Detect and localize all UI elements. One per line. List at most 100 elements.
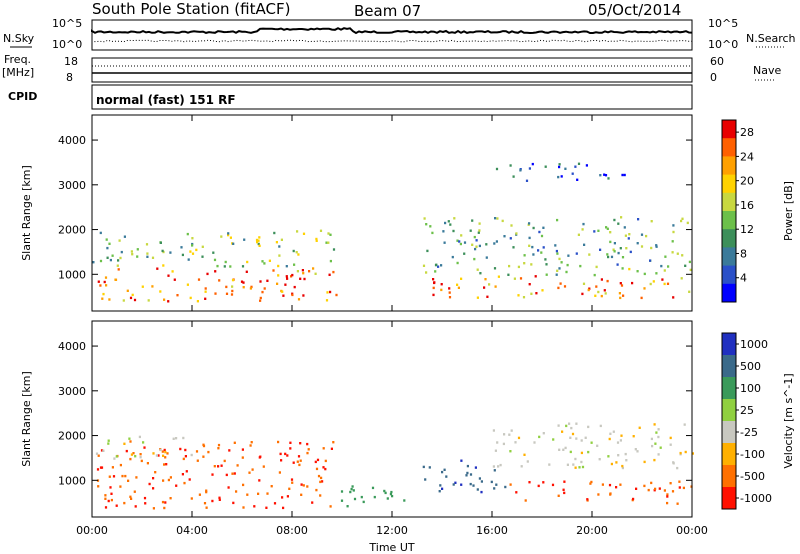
heatmap-cell (319, 229, 323, 232)
heatmap-cell (302, 232, 306, 235)
heatmap-cell (422, 465, 425, 469)
heatmap-cell (213, 258, 217, 262)
heatmap-cell (581, 228, 584, 231)
heatmap-cell (560, 175, 563, 178)
heatmap-cell (515, 491, 518, 494)
heatmap-cell (185, 470, 188, 473)
heatmap-cell (115, 504, 118, 507)
heatmap-cell (104, 276, 108, 279)
heatmap-cell (456, 239, 459, 242)
heatmap-cell (301, 269, 304, 272)
heatmap-cell (460, 483, 463, 486)
heatmap-cell (531, 245, 534, 249)
heatmap-cell (509, 450, 512, 453)
heatmap-cell (650, 481, 653, 485)
heatmap-cell (127, 479, 130, 482)
heatmap-cell (615, 486, 618, 489)
heatmap-cell (235, 490, 238, 493)
heatmap-cell (184, 448, 187, 452)
heatmap-cell (327, 232, 330, 235)
heatmap-cell (649, 282, 652, 286)
heatmap-cell (186, 232, 189, 236)
heatmap-cell (161, 450, 164, 453)
nsearch-tick-top: 10^5 (708, 17, 738, 30)
heatmap-cell (228, 449, 231, 452)
heatmap-cell (213, 465, 216, 468)
heatmap-cell (330, 447, 333, 450)
heatmap-cell (620, 434, 623, 437)
colorbar-segment (722, 377, 736, 400)
cpid-label: CPID (8, 90, 37, 103)
heatmap-cell (99, 231, 102, 235)
heatmap-cell (587, 450, 590, 454)
heatmap-cell (528, 167, 531, 170)
heatmap-cell (617, 222, 620, 225)
heatmap-cell (383, 489, 386, 493)
heatmap-cell (425, 271, 428, 274)
heatmap-cell (142, 441, 145, 444)
velocity-panel: 1000 2000 3000 4000 00:00 04:00 08:00 12:00 16:0… (20, 320, 795, 537)
heatmap-cell (537, 249, 540, 252)
heatmap-cell (524, 499, 527, 502)
heatmap-cell (314, 272, 317, 275)
heatmap-cell (241, 265, 245, 268)
heatmap-cell (165, 463, 168, 466)
colorbar-segment (722, 283, 736, 303)
nsky-tick-bottom: 10^0 (52, 38, 82, 51)
heatmap-cell (312, 267, 315, 270)
heatmap-cell (307, 448, 310, 451)
heatmap-cell (180, 246, 183, 249)
heatmap-cell (102, 449, 105, 452)
heatmap-cell (645, 234, 648, 238)
heatmap-cell (454, 481, 457, 484)
heatmap-cell (297, 298, 301, 301)
heatmap-cell (439, 484, 442, 487)
heatmap-cell (233, 441, 236, 444)
heatmap-cell (152, 487, 155, 490)
heatmap-cell (683, 423, 686, 426)
heatmap-cell (302, 272, 305, 275)
heatmap-cell (265, 506, 268, 509)
heatmap-cell (273, 502, 277, 505)
heatmap-cell (236, 464, 239, 467)
heatmap-cell (540, 251, 543, 254)
heatmap-cell (564, 167, 567, 170)
nsky-label: N.Sky (3, 32, 35, 45)
heatmap-cell (476, 268, 479, 271)
heatmap-cell (666, 495, 669, 498)
heatmap-cell (263, 287, 266, 290)
heatmap-cell (167, 300, 170, 303)
heatmap-cell (565, 270, 568, 274)
nave-tick-bottom: 0 (710, 71, 717, 84)
heatmap-cell (612, 430, 615, 433)
heatmap-cell (286, 277, 289, 280)
heatmap-cell (609, 493, 612, 496)
heatmap-cell (679, 451, 682, 455)
heatmap-cell (480, 490, 483, 494)
heatmap-cell (515, 232, 518, 235)
heatmap-cell (434, 263, 438, 267)
heatmap-cell (139, 456, 142, 459)
heatmap-cell (308, 270, 311, 273)
heatmap-cell (497, 465, 500, 468)
heatmap-cell (643, 460, 646, 464)
heatmap-cell (314, 460, 317, 464)
heatmap-cell (587, 288, 590, 292)
heatmap-cell (422, 264, 426, 267)
heatmap-cell (266, 492, 269, 495)
date-label: 05/Oct/2014 (588, 1, 681, 19)
heatmap-cell (371, 486, 375, 490)
heatmap-cell (261, 290, 264, 294)
heatmap-cell (242, 506, 245, 509)
heatmap-cell (144, 502, 147, 505)
heatmap-cell (130, 453, 133, 456)
heatmap-cell (229, 265, 232, 268)
heatmap-cell (442, 230, 445, 233)
heatmap-cell (571, 432, 575, 436)
heatmap-cell (528, 481, 531, 484)
heatmap-cell (650, 220, 653, 223)
heatmap-cell (607, 255, 610, 259)
heatmap-cell (672, 224, 675, 227)
x-tick-label: 04:00 (176, 524, 208, 537)
heatmap-cell (289, 447, 292, 450)
